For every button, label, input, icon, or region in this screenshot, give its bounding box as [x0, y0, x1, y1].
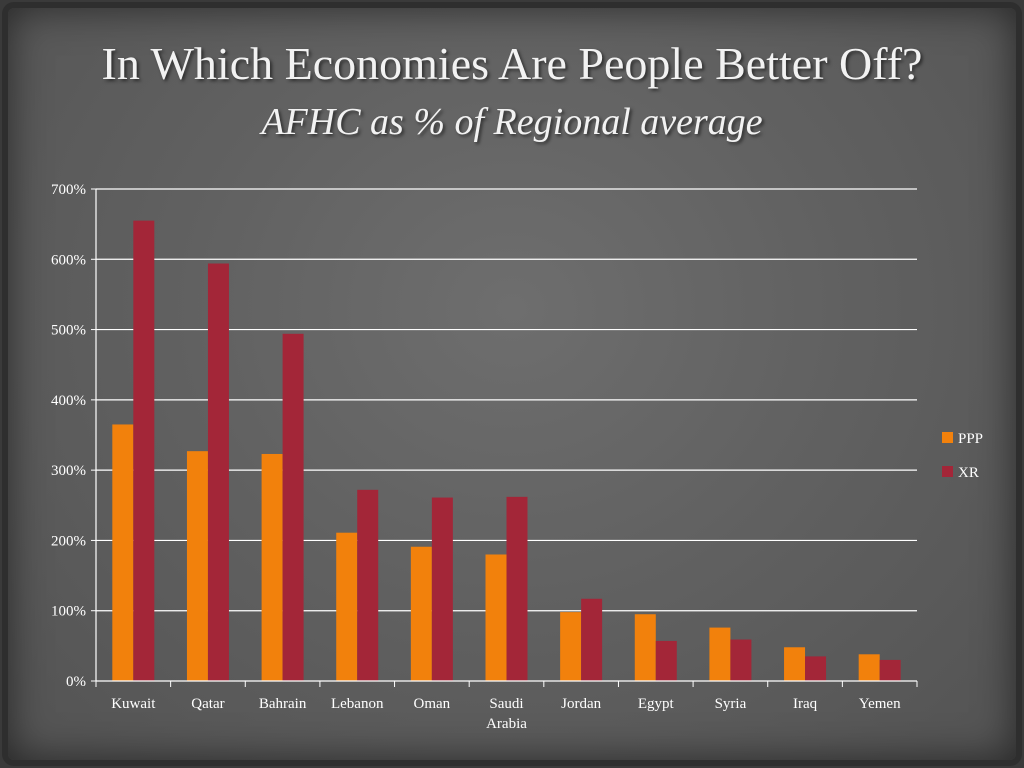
axes — [95, 189, 918, 687]
x-tick-label: Egypt — [638, 696, 675, 712]
bar-ppp-iraq — [784, 647, 806, 681]
y-tick-label: 300% — [51, 463, 86, 479]
bar-ppp-lebanon — [336, 532, 358, 681]
bar-ppp-oman — [410, 546, 432, 681]
bar-xr-oman — [431, 497, 453, 681]
bar-xr-kuwait — [133, 220, 155, 681]
x-tick-label: Saudi — [489, 696, 523, 712]
x-tick-label: Lebanon — [331, 696, 384, 712]
bar-ppp-syria — [709, 627, 731, 681]
slide-title: In Which Economies Are People Better Off… — [101, 38, 923, 89]
x-tick-label: Syria — [715, 696, 747, 712]
y-tick-label: 0% — [66, 674, 86, 690]
legend-swatch-ppp — [942, 432, 953, 443]
bar-xr-lebanon — [357, 489, 379, 681]
legend-label-xr: XR — [958, 465, 979, 481]
x-tick-label: Qatar — [191, 696, 224, 712]
y-tick-label: 100% — [51, 604, 86, 620]
x-tick-label: Yemen — [859, 696, 901, 712]
x-tick-label: Oman — [414, 696, 451, 712]
legend-label-ppp: PPP — [958, 431, 983, 447]
bar-xr-syria — [730, 639, 752, 681]
bar-ppp-kuwait — [112, 424, 134, 681]
bar-ppp-bahrain — [261, 453, 283, 681]
bar-ppp-yemen — [858, 654, 880, 681]
x-tick-label: Kuwait — [111, 696, 156, 712]
y-tick-label: 600% — [51, 252, 86, 268]
bar-ppp-jordan — [560, 612, 582, 681]
bar-xr-jordan — [581, 598, 603, 681]
bar-xr-bahrain — [282, 333, 304, 681]
bar-ppp-qatar — [186, 451, 208, 681]
y-tick-labels: 0% 100% 200% 300% 400% 500% 600% 700% — [51, 182, 86, 690]
bar-xr-qatar — [207, 263, 229, 681]
bar-xr-egypt — [655, 640, 677, 681]
y-tick-label: 400% — [51, 393, 86, 409]
bar-xr-yemen — [879, 659, 901, 681]
bar-ppp-egypt — [634, 614, 656, 681]
x-tick-label: Bahrain — [259, 696, 307, 712]
bar-xr-iraq — [805, 656, 827, 681]
legend-swatch-xr — [942, 466, 953, 477]
y-tick-label: 500% — [51, 323, 86, 339]
x-tick-label: Iraq — [793, 696, 818, 712]
x-tick-label: Arabia — [486, 716, 527, 732]
bar-ppp-saudi-arabia — [485, 554, 507, 681]
bar-xr-saudi-arabia — [506, 496, 528, 681]
x-tick-label: Jordan — [561, 696, 601, 712]
y-tick-label: 700% — [51, 182, 86, 198]
slide-subtitle: AFHC as % of Regional average — [261, 101, 763, 143]
y-tick-label: 200% — [51, 533, 86, 549]
x-tick-labels: Kuwait Qatar Bahrain Lebanon Oman Saudi Arabia… — [111, 696, 901, 732]
legend: PPP XR — [942, 431, 983, 481]
bars — [112, 220, 901, 681]
